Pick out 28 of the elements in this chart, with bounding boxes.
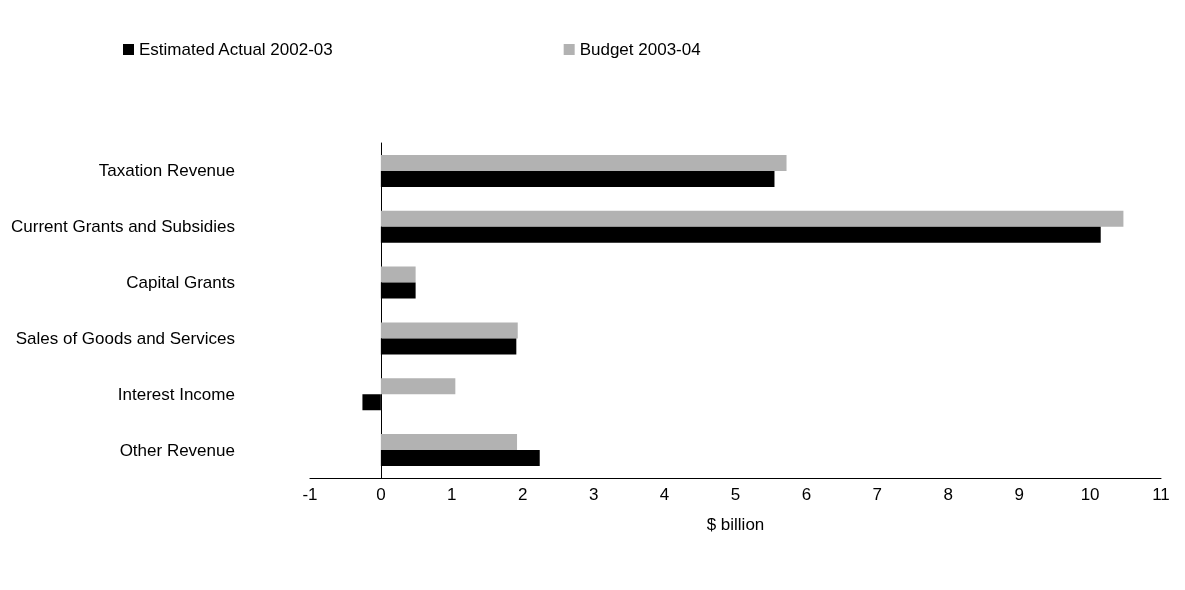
bar — [380, 322, 518, 339]
x-tick-label: 7 — [872, 485, 883, 504]
x-tick-label: 1 — [447, 485, 457, 504]
x-tick-label: 2 — [517, 485, 528, 504]
x-tick-label: 4 — [659, 485, 670, 504]
x-tick-label: 3 — [588, 485, 599, 504]
x-axis-title: $ billion — [706, 515, 765, 534]
bar — [380, 378, 456, 395]
bar — [380, 434, 518, 451]
x-tick-label: 11 — [1152, 485, 1170, 504]
y-tick-label: Interest Income — [117, 384, 235, 404]
y-tick-label: Taxation Revenue — [98, 161, 235, 181]
bar — [380, 266, 416, 283]
legend-label: Estimated Actual 2002-03 — [139, 40, 333, 59]
bar — [380, 210, 1124, 227]
x-tick-label: 0 — [376, 485, 386, 504]
x-tick-label: 9 — [1014, 485, 1024, 504]
x-tick-label: -1 — [302, 485, 318, 504]
x-tick-label: 6 — [801, 485, 812, 504]
x-tick-label: 5 — [730, 485, 741, 504]
legend-label: Budget 2003-04 — [579, 40, 701, 59]
y-tick-label: Sales of Goods and Services — [15, 328, 235, 348]
x-tick-label: 8 — [943, 485, 953, 504]
y-tick-label: Current Grants and Subsidies — [10, 217, 235, 237]
y-tick-label: Capital Grants — [126, 273, 235, 293]
y-tick-label: Other Revenue — [119, 440, 235, 460]
bar — [380, 154, 787, 171]
x-tick-label: 10 — [1080, 485, 1100, 504]
